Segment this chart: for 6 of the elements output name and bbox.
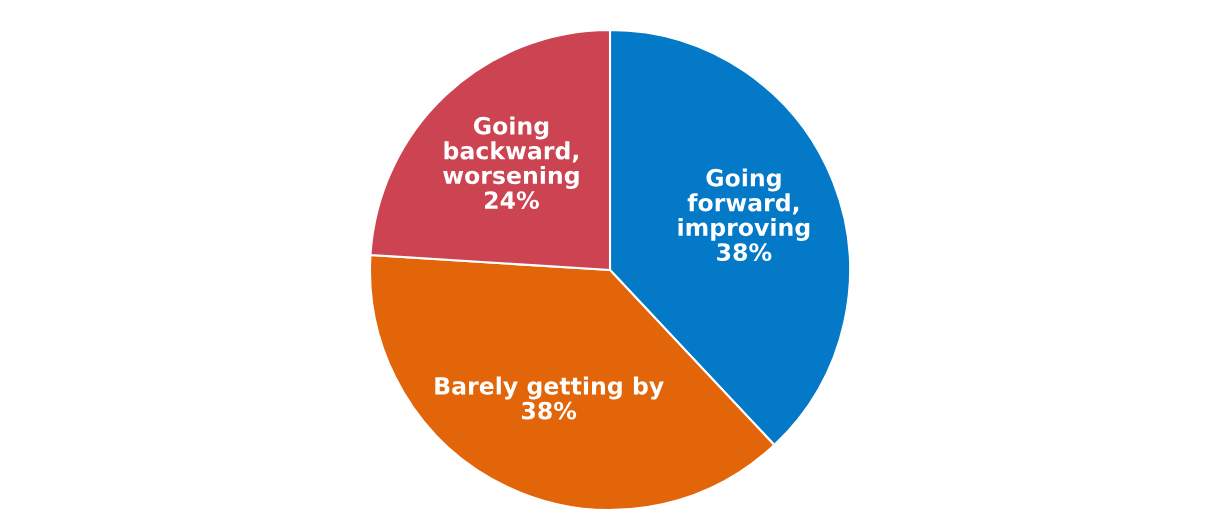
slice-label: Going backward, worsening <box>443 116 579 189</box>
slice-label: Going forward, improving <box>678 168 810 241</box>
data-label: 38% <box>717 243 772 261</box>
data-label: 38% <box>522 401 577 420</box>
slice-label: Barely getting by <box>435 376 664 400</box>
data-label: 24% <box>485 191 539 210</box>
